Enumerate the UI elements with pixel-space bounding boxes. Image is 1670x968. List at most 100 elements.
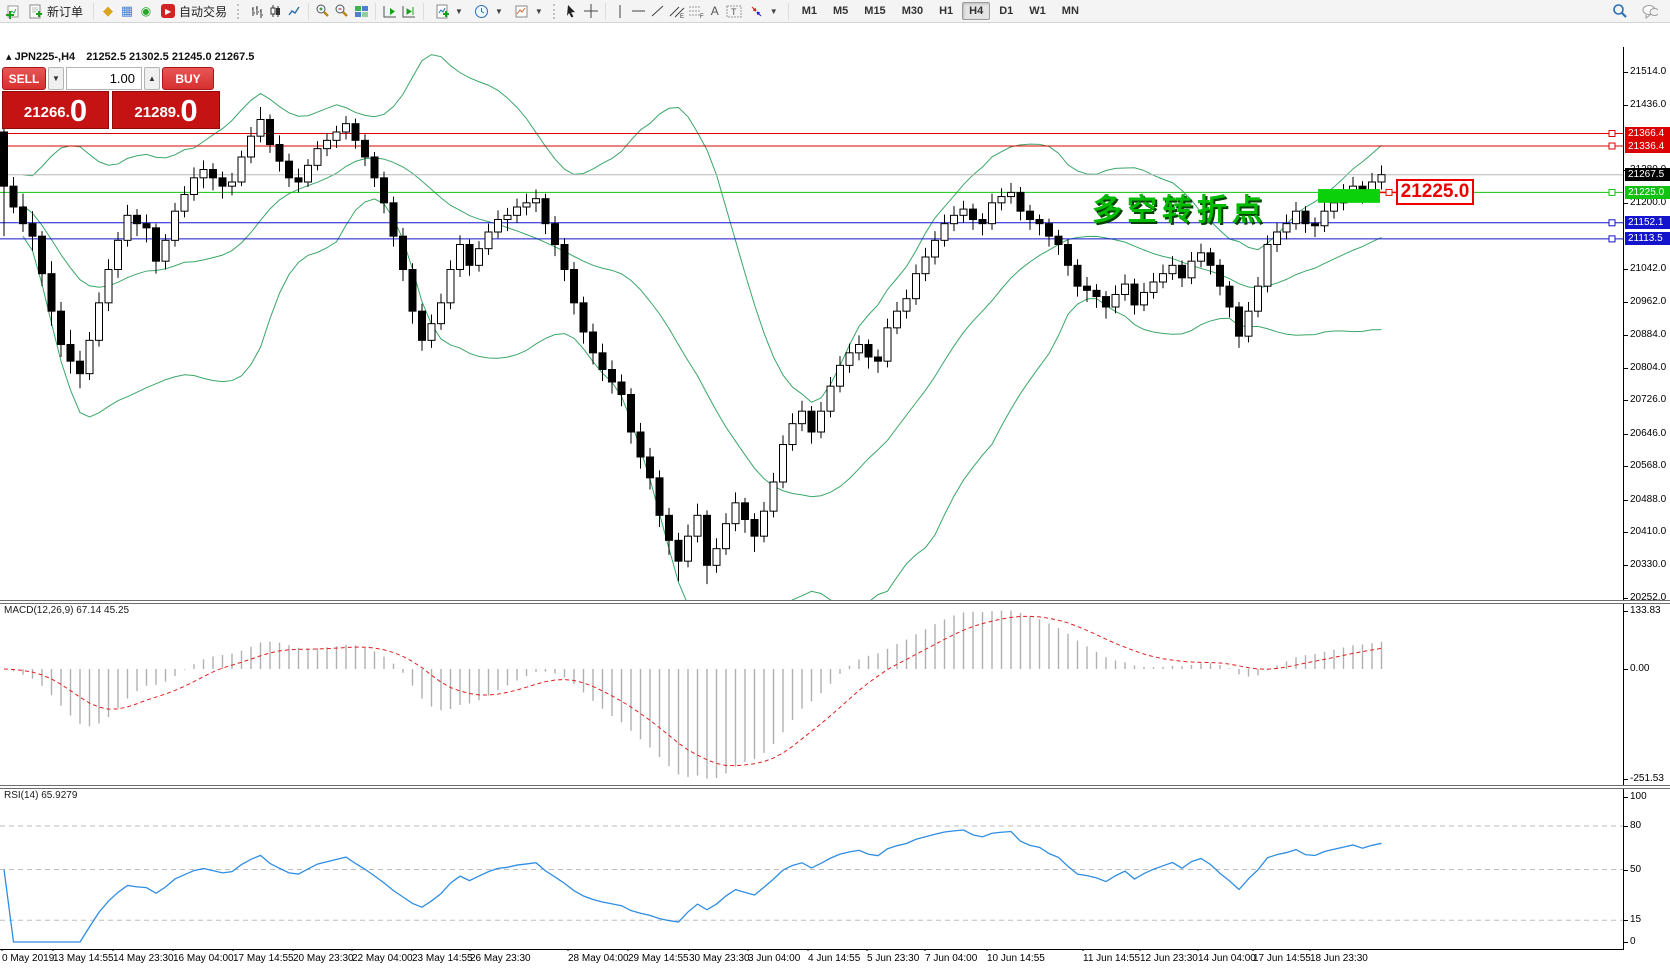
search-icon[interactable] xyxy=(1612,3,1628,19)
arrows-button[interactable]: ▼ xyxy=(745,1,782,21)
tile-windows-icon[interactable] xyxy=(353,3,369,19)
candle-chart-icon[interactable] xyxy=(267,3,283,19)
rsi-panel-layer xyxy=(0,825,1623,943)
new-order-button[interactable]: 新订单 xyxy=(23,1,87,22)
time-tick-label: 16 May 04:00 xyxy=(173,953,234,964)
label-icon[interactable]: T xyxy=(726,3,742,19)
macd-tick-label: 0.00 xyxy=(1624,663,1649,675)
time-tick-label: 14 May 23:30 xyxy=(113,953,174,964)
periods-button[interactable]: ▼ xyxy=(470,1,507,21)
macd-panel-layer xyxy=(3,610,1383,779)
price-tick-label: 20884.0 xyxy=(1624,329,1666,341)
cursor-icon[interactable] xyxy=(564,3,580,19)
chat-icon[interactable] xyxy=(1642,3,1658,19)
one-click-trade-panel: SELL ▼ 1.00 ▲ BUY 21266. 0 21289. 0 xyxy=(2,67,220,129)
templates-button[interactable]: ▼ xyxy=(510,1,547,21)
time-tick-label: 20 May 23:30 xyxy=(293,953,354,964)
price-tag-21336.4: 21336.4 xyxy=(1625,139,1670,153)
bollinger-middle-band xyxy=(22,157,1382,498)
crosshair-icon[interactable] xyxy=(583,3,599,19)
timeframe-button-W1[interactable]: W1 xyxy=(1029,5,1046,17)
time-tick-label: 11 Jun 14:55 xyxy=(1083,953,1141,964)
rsi-tick-label: 100 xyxy=(1624,791,1647,803)
price-tick-label: 20410.0 xyxy=(1624,526,1666,538)
time-tick-label: 22 May 04:00 xyxy=(352,953,413,964)
chart-plot-area[interactable] xyxy=(0,47,1670,968)
profiles-icon[interactable]: ◆ xyxy=(103,3,114,18)
price-tag-21366.4: 21366.4 xyxy=(1625,127,1670,140)
trendline-icon[interactable] xyxy=(650,3,666,19)
level-line-marker[interactable] xyxy=(1608,130,1616,137)
vline-icon[interactable] xyxy=(612,3,628,19)
price-tick-label: 20646.0 xyxy=(1624,428,1666,440)
rsi-panel-splitter[interactable] xyxy=(0,785,1670,789)
macd-panel-splitter[interactable] xyxy=(0,600,1670,604)
time-tick-label: 13 May 14:55 xyxy=(53,953,114,964)
macd-tick-label: -251.53 xyxy=(1624,773,1664,785)
arrows-icon xyxy=(749,3,765,19)
signal-icon[interactable]: ◉ xyxy=(140,4,152,18)
buy-button[interactable]: BUY xyxy=(162,67,214,90)
level-line-marker[interactable] xyxy=(1608,188,1616,196)
auto-scroll-icon[interactable] xyxy=(382,3,398,19)
macd-signal-line xyxy=(3,615,1382,767)
time-tick-label: 3 Jun 04:00 xyxy=(748,953,801,964)
level-line-marker[interactable] xyxy=(1608,219,1616,227)
svg-text:T: T xyxy=(731,7,737,17)
price-tag-21113.5: 21113.5 xyxy=(1625,232,1670,246)
timeframe-button-H1[interactable]: H1 xyxy=(939,5,954,17)
zoom-out-icon[interactable] xyxy=(334,3,350,19)
indicators-button[interactable]: ▼ xyxy=(430,1,467,21)
new-order-icon xyxy=(27,3,43,19)
autotrade-label: 自动交易 xyxy=(179,4,228,19)
sell-button[interactable]: SELL xyxy=(2,67,46,90)
chart-annotation-text: 多空转折点 xyxy=(1092,194,1267,227)
timeframe-button-MN[interactable]: MN xyxy=(1061,5,1079,17)
level-line-marker[interactable] xyxy=(1608,235,1616,243)
svg-text:E: E xyxy=(680,14,684,19)
price-tag-21225.0: 21225.0 xyxy=(1625,185,1670,199)
chart-shift-icon[interactable] xyxy=(401,3,417,19)
timeframe-button-M1[interactable]: M1 xyxy=(801,5,817,17)
timeframe-button-M30[interactable]: M30 xyxy=(901,5,924,17)
sell-price-display[interactable]: 21266. 0 xyxy=(2,91,109,129)
timeframe-button-H4[interactable]: H4 xyxy=(962,2,991,20)
rsi-tick-label: 15 xyxy=(1624,914,1641,926)
rsi-line xyxy=(3,829,1382,943)
timeframe-button-M15[interactable]: M15 xyxy=(864,5,886,17)
bar-chart-icon[interactable] xyxy=(248,3,264,19)
buy-price-main: 21289. xyxy=(134,104,181,121)
hline-icon[interactable] xyxy=(631,3,647,19)
price-axis[interactable]: 21514.021436.021280.021200.021042.020962… xyxy=(1623,47,1670,950)
zoom-in-icon[interactable] xyxy=(315,3,331,19)
price-tick-label: 21436.0 xyxy=(1624,99,1666,111)
buy-price-display[interactable]: 21289. 0 xyxy=(112,91,220,129)
autotrade-button[interactable]: ▶ 自动交易 xyxy=(157,1,231,22)
chart-title: ▴ JPN225-,H4 21252.5 21302.5 21245.0 212… xyxy=(6,50,254,63)
price-tick-label: 20252.0 xyxy=(1624,592,1666,604)
price-tick-label: 21042.0 xyxy=(1624,263,1666,275)
time-axis[interactable]: 0 May 2019 13 May 14:55 14 May 23:30 16 May… xyxy=(0,951,1670,968)
volume-up-button[interactable]: ▲ xyxy=(144,67,160,90)
svg-text:F: F xyxy=(700,14,704,19)
level-line-marker[interactable] xyxy=(1608,142,1616,150)
bollinger-upper-band xyxy=(22,54,1382,403)
text-icon[interactable]: A xyxy=(710,4,719,18)
charts-window-icon[interactable]: ▦ xyxy=(120,3,134,18)
channel-icon[interactable]: E xyxy=(669,3,685,19)
price-tick-label: 20804.0 xyxy=(1624,362,1666,374)
volume-down-button[interactable]: ▼ xyxy=(48,67,64,90)
timeframe-button-D1[interactable]: D1 xyxy=(999,5,1014,17)
new-chart-icon[interactable] xyxy=(4,3,20,19)
macd-indicator-label: MACD(12,26,9) 67.14 45.25 xyxy=(4,605,130,616)
highlight-rectangle[interactable] xyxy=(1318,189,1380,203)
price-tick-label: 21200.0 xyxy=(1624,197,1666,209)
time-tick-label: 12 Jun 23:30 xyxy=(1140,953,1198,964)
time-tick-label: 4 Jun 14:55 xyxy=(808,953,861,964)
fibonacci-icon[interactable]: F xyxy=(688,3,704,19)
time-tick-label: 5 Jun 23:30 xyxy=(867,953,920,964)
volume-input[interactable]: 1.00 xyxy=(66,67,142,90)
line-chart-icon[interactable] xyxy=(286,3,302,19)
rsi-tick-label: 50 xyxy=(1624,864,1641,876)
timeframe-button-M5[interactable]: M5 xyxy=(833,5,849,17)
